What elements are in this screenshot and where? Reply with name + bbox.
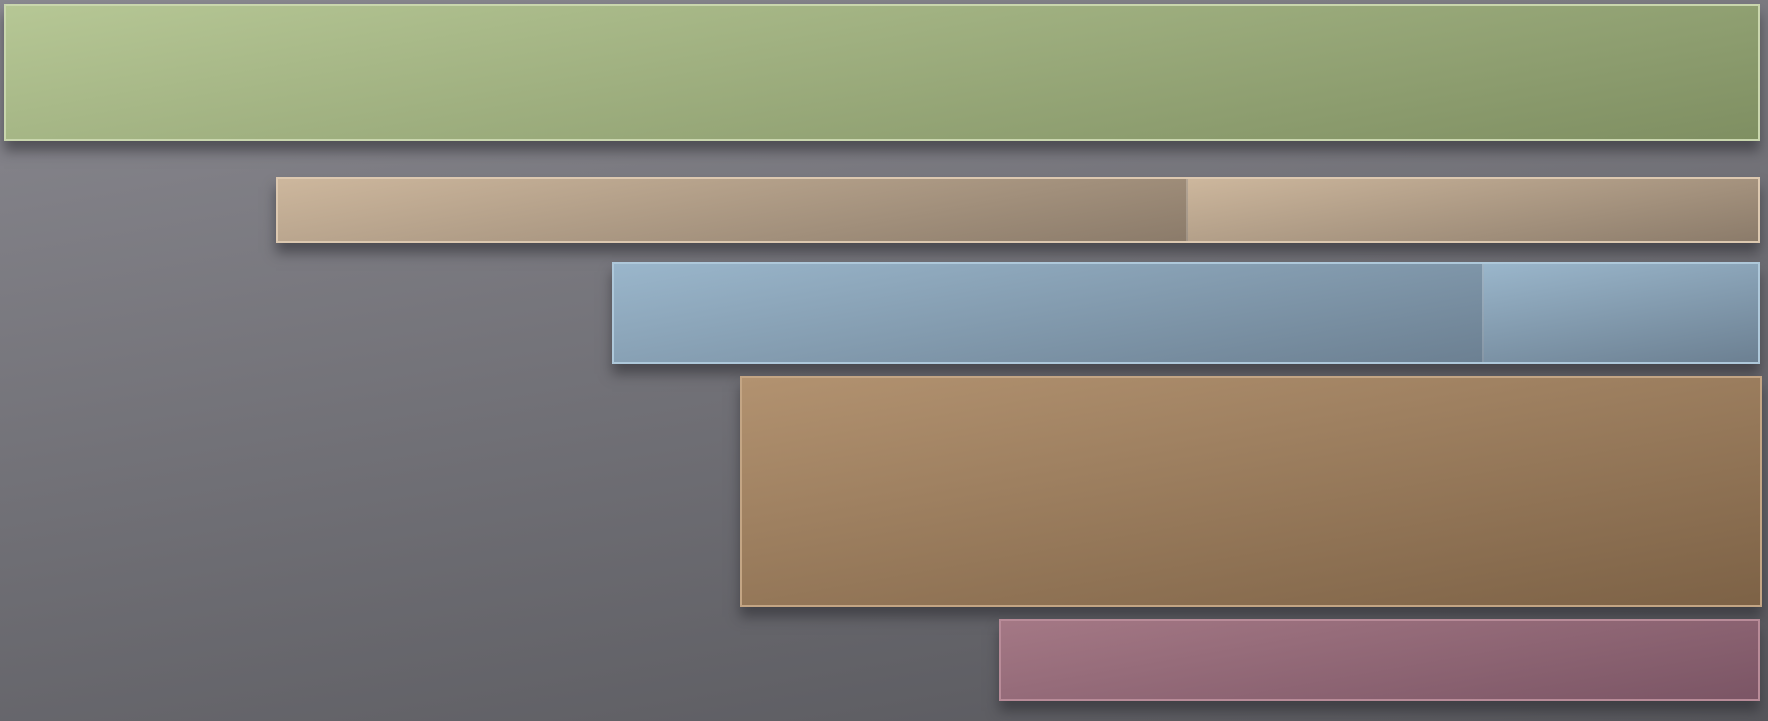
tan-block-segment-right [1186, 179, 1758, 241]
tan-block [276, 177, 1760, 243]
blue-block-segment-right [1482, 264, 1758, 362]
mauve-block [999, 619, 1760, 701]
green-block [4, 4, 1760, 141]
brown-block [740, 376, 1762, 607]
blue-block-segment-left [614, 264, 1482, 362]
tan-block-segment-left [278, 179, 1186, 241]
blue-block [612, 262, 1760, 364]
